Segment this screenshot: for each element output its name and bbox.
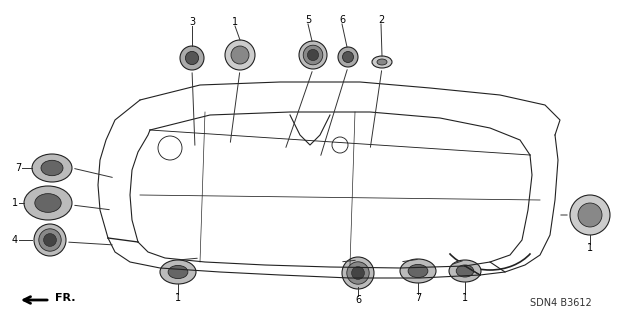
Ellipse shape <box>372 56 392 68</box>
Circle shape <box>231 46 249 64</box>
Circle shape <box>342 51 353 63</box>
Circle shape <box>180 46 204 70</box>
Text: 4: 4 <box>12 235 18 245</box>
Circle shape <box>351 267 364 279</box>
Text: 1: 1 <box>232 17 238 27</box>
Ellipse shape <box>24 186 72 220</box>
Text: 1: 1 <box>12 198 18 208</box>
Text: 2: 2 <box>378 15 384 25</box>
Circle shape <box>34 224 66 256</box>
Circle shape <box>347 262 369 284</box>
Circle shape <box>303 45 323 65</box>
Ellipse shape <box>449 260 481 282</box>
Ellipse shape <box>377 59 387 65</box>
Ellipse shape <box>456 265 474 277</box>
Text: 3: 3 <box>189 17 195 27</box>
Text: 7: 7 <box>415 293 421 303</box>
Ellipse shape <box>32 154 72 182</box>
Ellipse shape <box>408 264 428 278</box>
Ellipse shape <box>168 265 188 278</box>
Ellipse shape <box>41 160 63 176</box>
Circle shape <box>225 40 255 70</box>
Circle shape <box>44 234 56 246</box>
Ellipse shape <box>35 194 61 212</box>
Text: FR.: FR. <box>55 293 76 303</box>
Circle shape <box>570 195 610 235</box>
Text: 1: 1 <box>175 293 181 303</box>
Circle shape <box>186 51 198 65</box>
Text: SDN4 B3612: SDN4 B3612 <box>530 298 592 308</box>
Text: 5: 5 <box>305 15 311 25</box>
Text: 6: 6 <box>355 295 361 305</box>
Ellipse shape <box>400 259 436 283</box>
Circle shape <box>578 203 602 227</box>
Circle shape <box>338 47 358 67</box>
Circle shape <box>39 229 61 251</box>
Circle shape <box>307 49 319 61</box>
Text: 1: 1 <box>462 293 468 303</box>
Text: 7: 7 <box>15 163 21 173</box>
Ellipse shape <box>160 260 196 284</box>
Text: 1: 1 <box>587 243 593 253</box>
Circle shape <box>299 41 327 69</box>
Circle shape <box>342 257 374 289</box>
Text: 6: 6 <box>339 15 345 25</box>
